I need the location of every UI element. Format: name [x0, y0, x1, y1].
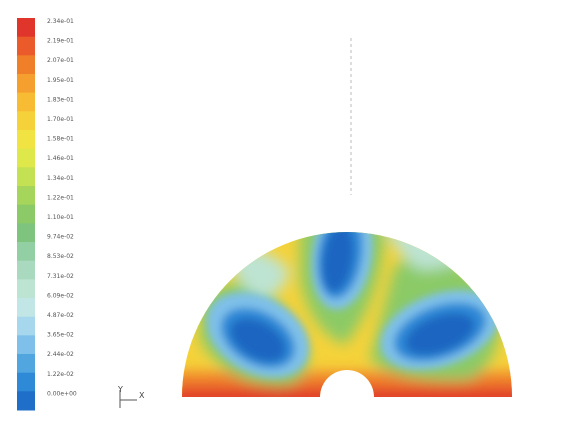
- legend-label: 7.31e-02: [47, 273, 74, 280]
- legend-label: 6.09e-02: [47, 292, 74, 299]
- legend-swatch: [17, 335, 35, 355]
- legend-swatch: [17, 223, 35, 243]
- legend-swatch: [17, 74, 35, 94]
- legend-label: 2.34e-01: [47, 18, 74, 25]
- legend-swatch: [17, 55, 35, 75]
- legend-swatch: [17, 242, 35, 262]
- legend-swatch: [17, 372, 35, 392]
- axis-x-label: X: [139, 391, 145, 400]
- axis-y-label: Y: [117, 385, 123, 394]
- legend-swatch: [17, 167, 35, 187]
- legend-swatch: [17, 204, 35, 224]
- legend-label: 1.22e-02: [47, 371, 74, 378]
- legend-swatch: [17, 279, 35, 299]
- contour-domain: [182, 232, 512, 397]
- legend-label: 1.58e-01: [47, 136, 74, 143]
- legend-swatch: [17, 316, 35, 336]
- color-legend: 2.34e-01 2.19e-01 2.07e-01 1.95e-01 1.83e-01…: [17, 18, 77, 411]
- legend-label: 8.53e-02: [47, 253, 74, 260]
- legend-swatch: [17, 260, 35, 280]
- legend-label: 1.10e-01: [47, 214, 74, 221]
- legend-label: 4.87e-02: [47, 312, 74, 319]
- legend-swatch: [17, 186, 35, 206]
- legend-label: 1.95e-01: [47, 77, 74, 84]
- legend-swatch: [17, 92, 35, 112]
- legend-label: 2.07e-01: [47, 57, 74, 64]
- legend-swatch: [17, 18, 35, 38]
- legend-swatch: [17, 354, 35, 374]
- legend-label: 1.22e-01: [47, 194, 74, 201]
- legend-swatch: [17, 391, 35, 411]
- legend-swatch: [17, 148, 35, 168]
- legend-swatch: [17, 130, 35, 150]
- legend-label: 9.74e-02: [47, 234, 74, 241]
- legend-label: 1.46e-01: [47, 155, 74, 162]
- legend-label: 2.44e-02: [47, 351, 74, 358]
- legend-label: 3.65e-02: [47, 332, 74, 339]
- legend-label: 0.00e+00: [47, 390, 77, 397]
- axis-triad: Y X: [117, 385, 145, 408]
- legend-label: 1.83e-01: [47, 96, 74, 103]
- legend-label: 2.19e-01: [47, 38, 74, 45]
- legend-label: 1.34e-01: [47, 175, 74, 182]
- legend-label: 1.70e-01: [47, 116, 74, 123]
- legend-swatch: [17, 298, 35, 318]
- legend-swatch: [17, 111, 35, 131]
- legend-swatch: [17, 36, 35, 56]
